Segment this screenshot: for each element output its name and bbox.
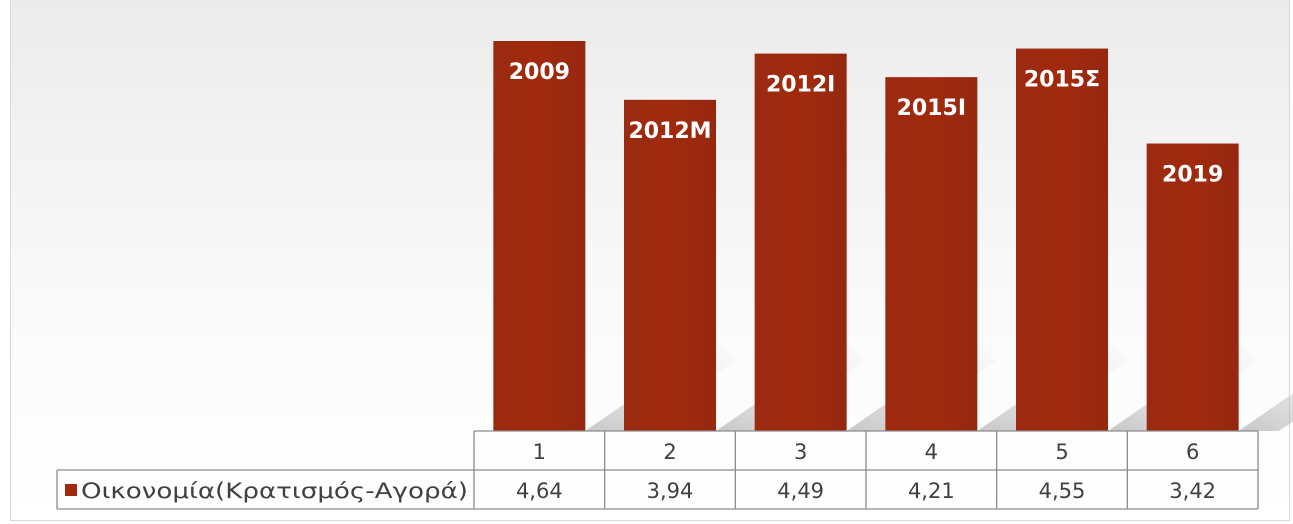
bar-label-5: 2015Σ xyxy=(1024,68,1100,93)
bar-label-4: 2015Ι xyxy=(897,96,966,121)
data-value-6: 3,42 xyxy=(1169,479,1216,503)
bar-labels-group: 2009 2012Μ 2012Ι 2015Ι 2015Σ 2019 xyxy=(509,60,1224,188)
legend-key xyxy=(65,484,77,496)
bar-2 xyxy=(624,99,716,431)
tick-label-6: 6 xyxy=(1186,440,1199,464)
bar-3 xyxy=(754,53,847,431)
bar-4 xyxy=(885,77,978,431)
bar-shadow xyxy=(1238,393,1293,431)
data-value-2: 3,94 xyxy=(647,479,694,503)
data-value-3: 4,49 xyxy=(777,479,824,503)
data-table: 1 4,64 2 3,94 3 4,49 4 4,21 5 4,55 6 3,42 Οικονομία(… xyxy=(56,430,1259,510)
tick-label-4: 4 xyxy=(925,440,938,464)
bar-label-3: 2012Ι xyxy=(766,73,835,98)
bar-5 xyxy=(1016,48,1108,431)
legend-label: Οικονομία(Κρατισμός-Αγορά) xyxy=(81,479,468,503)
data-value-4: 4,21 xyxy=(908,479,955,503)
tick-label-1: 1 xyxy=(533,440,546,464)
tick-label-5: 5 xyxy=(1055,440,1068,464)
data-value-5: 4,55 xyxy=(1039,479,1086,503)
bars-group xyxy=(493,41,1239,432)
tick-label-3: 3 xyxy=(794,440,807,464)
tick-label-2: 2 xyxy=(663,440,676,464)
bar-label-2: 2012Μ xyxy=(628,119,711,144)
bar-label-1: 2009 xyxy=(509,60,570,85)
bar-label-6: 2019 xyxy=(1162,163,1223,188)
bar-1 xyxy=(493,41,586,431)
bar-6 xyxy=(1146,143,1239,432)
data-value-1: 4,64 xyxy=(516,479,563,503)
